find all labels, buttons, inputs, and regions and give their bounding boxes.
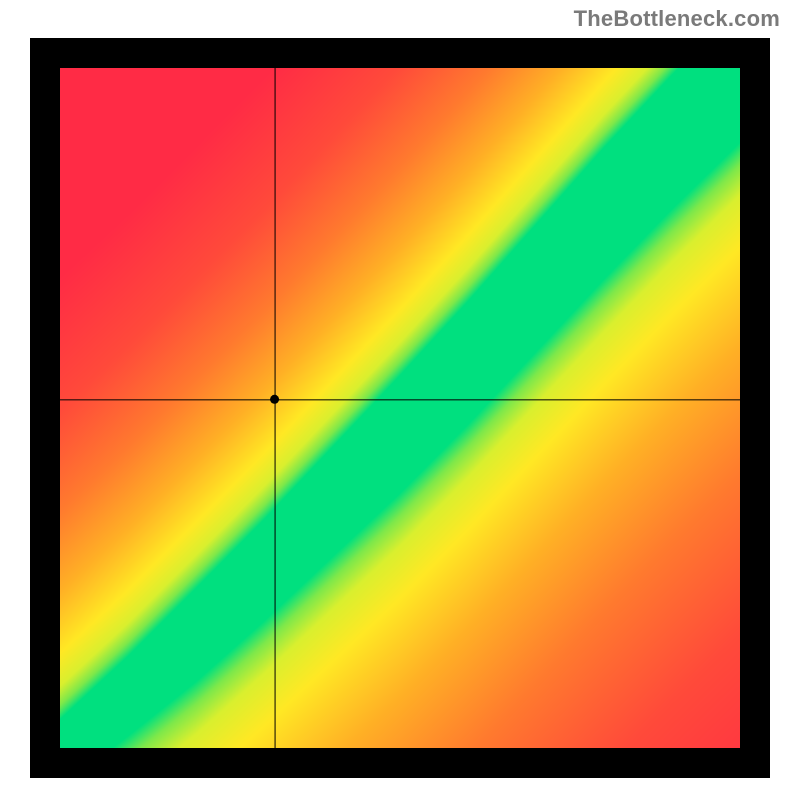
chart-container: TheBottleneck.com (0, 0, 800, 800)
chart-outer-frame (30, 38, 770, 778)
bottleneck-heatmap (60, 68, 740, 748)
watermark-text: TheBottleneck.com (574, 6, 780, 32)
